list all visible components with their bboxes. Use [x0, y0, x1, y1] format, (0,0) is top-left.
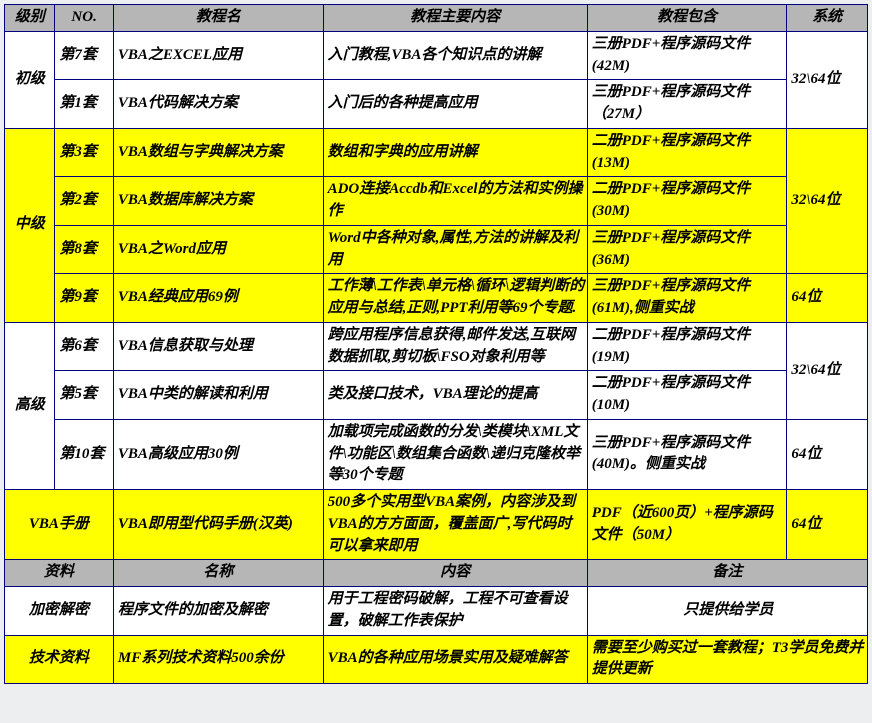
include-cell: 三册PDF+程序源码文件(61M),侧重实战: [587, 274, 787, 323]
content-cell: 500多个实用型VBA案例，内容涉及到VBA的方方面面，覆盖面广,写代码时可以拿…: [323, 490, 587, 560]
level-cell: 高级: [5, 322, 55, 489]
content-cell: 工作薄\工作表\单元格\循环\逻辑判断的应用与总结,正则,PPT利用等69个专题…: [323, 274, 587, 323]
include-cell: 二册PDF+程序源码文件(13M): [587, 128, 787, 177]
table-row: 第8套 VBA之Word应用 Word中各种对象,属性,方法的讲解及利用 三册P…: [5, 225, 868, 274]
content-cell: 跨应用程序信息获得,邮件发送,互联网数据抓取,剪切板\FSO对象利用等: [323, 322, 587, 371]
system-cell: 64位: [787, 274, 868, 323]
table-row: 第5套 VBA中类的解读和利用 类及接口技术，VBA理论的提高 二册PDF+程序…: [5, 371, 868, 420]
no-cell: 第8套: [55, 225, 113, 274]
include-cell: 三册PDF+程序源码文件（27M）: [587, 80, 787, 129]
system-cell: 64位: [787, 490, 868, 560]
course-table: 级别 NO. 教程名 教程主要内容 教程包含 系统 初级 第7套 VBA之EXC…: [4, 4, 868, 684]
table-row: 加密解密 程序文件的加密及解密 用于工程密码破解，工程不可查看设置，破解工作表保…: [5, 587, 868, 636]
include-cell: 三册PDF+程序源码文件(42M): [587, 31, 787, 80]
res-col1: 加密解密: [5, 587, 114, 636]
name-cell: VBA中类的解读和利用: [113, 371, 323, 420]
header-row-2: 资料 名称 内容 备注: [5, 560, 868, 587]
table-row: 第1套 VBA代码解决方案 入门后的各种提高应用 三册PDF+程序源码文件（27…: [5, 80, 868, 129]
content-cell: ADO连接Accdb和Excel的方法和实例操作: [323, 177, 587, 226]
no-cell: 第7套: [55, 31, 113, 80]
include-cell: 二册PDF+程序源码文件(19M): [587, 322, 787, 371]
hdr-content: 教程主要内容: [323, 5, 587, 32]
hdr-system: 系统: [787, 5, 868, 32]
content-cell: 类及接口技术，VBA理论的提高: [323, 371, 587, 420]
no-cell: 第2套: [55, 177, 113, 226]
level-cell: 中级: [5, 128, 55, 322]
no-cell: 第1套: [55, 80, 113, 129]
res-col4: 需要至少购买过一套教程；T3学员免费并提供更新: [587, 635, 867, 684]
name-cell: VBA数据库解决方案: [113, 177, 323, 226]
table-row: 第9套 VBA经典应用69例 工作薄\工作表\单元格\循环\逻辑判断的应用与总结…: [5, 274, 868, 323]
include-cell: 二册PDF+程序源码文件(10M): [587, 371, 787, 420]
res-col4: 只提供给学员: [587, 587, 867, 636]
name-cell: VBA之EXCEL应用: [113, 31, 323, 80]
table-row: 高级 第6套 VBA信息获取与处理 跨应用程序信息获得,邮件发送,互联网数据抓取…: [5, 322, 868, 371]
include-cell: 三册PDF+程序源码文件(36M): [587, 225, 787, 274]
res-col3: VBA的各种应用场景实用及疑难解答: [323, 635, 587, 684]
hdr-no: NO.: [55, 5, 113, 32]
include-cell: 三册PDF+程序源码文件(40M)。侧重实战: [587, 419, 787, 489]
name-cell: VBA之Word应用: [113, 225, 323, 274]
system-cell: 32\64位: [787, 128, 868, 274]
content-cell: Word中各种对象,属性,方法的讲解及利用: [323, 225, 587, 274]
table-row: 技术资料 MF系列技术资料500余份 VBA的各种应用场景实用及疑难解答 需要至…: [5, 635, 868, 684]
res-col2: 程序文件的加密及解密: [113, 587, 323, 636]
hdr-name: 教程名: [113, 5, 323, 32]
hdr2-col3: 内容: [323, 560, 587, 587]
name-cell: VBA经典应用69例: [113, 274, 323, 323]
system-cell: 32\64位: [787, 322, 868, 419]
table-row: 第10套 VBA高级应用30例 加载项完成函数的分发\类模块\XML文件\功能区…: [5, 419, 868, 489]
include-cell: 二册PDF+程序源码文件(30M): [587, 177, 787, 226]
table-row: 中级 第3套 VBA数组与字典解决方案 数组和字典的应用讲解 二册PDF+程序源…: [5, 128, 868, 177]
res-col3: 用于工程密码破解，工程不可查看设置，破解工作表保护: [323, 587, 587, 636]
name-cell: VBA信息获取与处理: [113, 322, 323, 371]
header-row-1: 级别 NO. 教程名 教程主要内容 教程包含 系统: [5, 5, 868, 32]
system-cell: 32\64位: [787, 31, 868, 128]
name-cell: VBA代码解决方案: [113, 80, 323, 129]
name-cell: VBA数组与字典解决方案: [113, 128, 323, 177]
hdr-include: 教程包含: [587, 5, 787, 32]
no-cell: 第9套: [55, 274, 113, 323]
res-col2: MF系列技术资料500余份: [113, 635, 323, 684]
hdr-level: 级别: [5, 5, 55, 32]
no-cell: 第3套: [55, 128, 113, 177]
system-cell: 64位: [787, 419, 868, 489]
level-cell: VBA手册: [5, 490, 114, 560]
hdr2-col4: 备注: [587, 560, 867, 587]
table-row: VBA手册 VBA即用型代码手册(汉英) 500多个实用型VBA案例，内容涉及到…: [5, 490, 868, 560]
table-row: 初级 第7套 VBA之EXCEL应用 入门教程,VBA各个知识点的讲解 三册PD…: [5, 31, 868, 80]
content-cell: 加载项完成函数的分发\类模块\XML文件\功能区\数组集合函数\递归克隆枚举等3…: [323, 419, 587, 489]
table-row: 第2套 VBA数据库解决方案 ADO连接Accdb和Excel的方法和实例操作 …: [5, 177, 868, 226]
no-cell: 第6套: [55, 322, 113, 371]
content-cell: 数组和字典的应用讲解: [323, 128, 587, 177]
hdr2-col2: 名称: [113, 560, 323, 587]
name-cell: VBA即用型代码手册(汉英): [113, 490, 323, 560]
include-cell: PDF（近600页）+程序源码文件（50M）: [587, 490, 787, 560]
hdr2-col1: 资料: [5, 560, 114, 587]
res-col1: 技术资料: [5, 635, 114, 684]
content-cell: 入门教程,VBA各个知识点的讲解: [323, 31, 587, 80]
name-cell: VBA高级应用30例: [113, 419, 323, 489]
content-cell: 入门后的各种提高应用: [323, 80, 587, 129]
no-cell: 第10套: [55, 419, 113, 489]
level-cell: 初级: [5, 31, 55, 128]
no-cell: 第5套: [55, 371, 113, 420]
